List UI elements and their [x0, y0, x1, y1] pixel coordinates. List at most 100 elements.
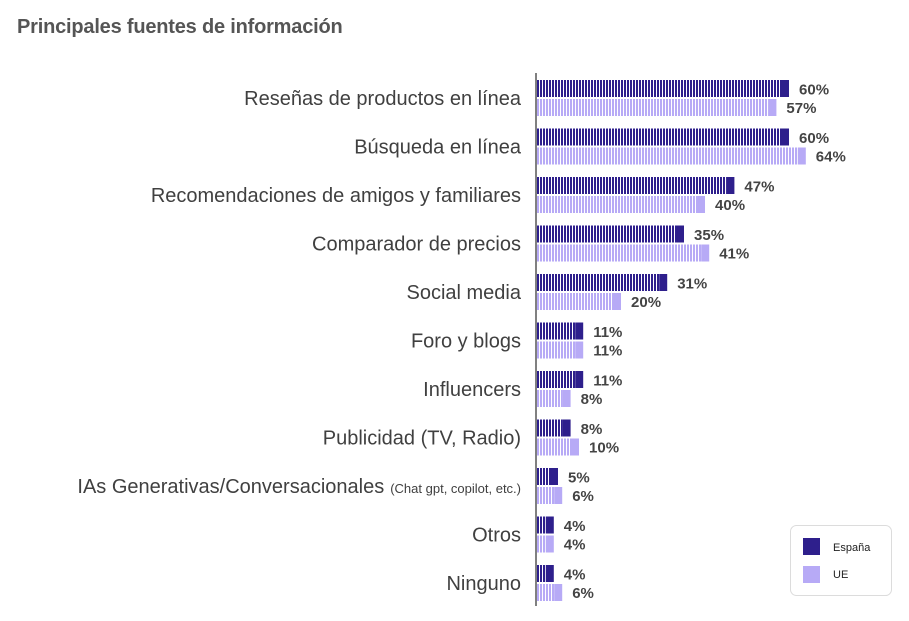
- value-label-espana-3: 47%: [744, 179, 774, 196]
- bar-stripes: [537, 128, 781, 146]
- value-number: 4: [564, 567, 573, 584]
- value-label-ue-10: 4%: [564, 537, 586, 554]
- value-number: 64: [816, 149, 833, 166]
- value-number: 11: [593, 324, 609, 341]
- category-label-text: Ninguno: [446, 573, 521, 595]
- value-unit: %: [803, 100, 816, 117]
- category-label-text: Otros: [472, 525, 521, 547]
- bar-ue-4: [537, 244, 710, 262]
- bar-end: [545, 565, 554, 582]
- value-unit: %: [832, 149, 845, 166]
- value-label-ue-7: 8%: [581, 391, 603, 408]
- bar-ue-8: [537, 438, 579, 456]
- bar-espana-2: [537, 128, 789, 146]
- bar-end: [575, 322, 584, 340]
- value-unit: %: [581, 585, 594, 602]
- value-number: 4: [564, 537, 573, 554]
- category-label-text: Social media: [406, 282, 521, 304]
- category-label-2: Búsqueda en línea: [354, 137, 522, 159]
- value-number: 47: [744, 179, 761, 196]
- legend-box: [790, 525, 892, 596]
- value-number: 40: [715, 197, 732, 214]
- bar-stripes: [537, 147, 798, 165]
- bar-stripes: [537, 468, 550, 485]
- value-number: 60: [799, 82, 816, 99]
- value-number: 57: [786, 100, 803, 117]
- value-unit: %: [648, 294, 661, 311]
- bar-ue-2: [537, 147, 806, 165]
- bar-espana-6: [537, 322, 584, 340]
- value-unit: %: [609, 343, 622, 360]
- row-5: Social media 31%20%: [406, 274, 707, 311]
- bar-espana-5: [537, 274, 668, 291]
- bar-stripes: [537, 293, 613, 310]
- category-label-10: Otros: [472, 525, 521, 547]
- bar-end: [676, 225, 684, 243]
- bar-espana-10: [537, 516, 554, 534]
- value-label-ue-1: 57%: [786, 100, 816, 117]
- bar-end: [554, 584, 563, 601]
- bar-stripes: [537, 419, 563, 437]
- category-label-7: Influencers: [423, 379, 521, 401]
- category-note: (Chat gpt, copilot, etc.): [390, 481, 521, 496]
- category-label-text: IAs Generativas/Conversacionales: [77, 476, 384, 498]
- bar-end: [781, 80, 789, 97]
- bar-end: [781, 128, 789, 146]
- bar-ue-5: [537, 293, 621, 310]
- bar-end: [697, 196, 705, 213]
- legend: España UE: [790, 525, 892, 596]
- value-unit: %: [816, 130, 829, 147]
- row-10: Otros 4%4%: [472, 516, 586, 554]
- bar-stripes: [537, 371, 576, 388]
- value-unit: %: [572, 518, 585, 535]
- bar-end: [701, 244, 710, 262]
- value-label-ue-4: 41%: [719, 246, 749, 263]
- bar-stripes: [537, 322, 576, 340]
- value-unit: %: [609, 324, 622, 341]
- value-label-espana-2: 60%: [799, 130, 829, 147]
- chart-rows: Reseñas de productos en línea 60%57% Búsqu…: [77, 80, 846, 602]
- bar-stripes: [537, 487, 555, 504]
- value-unit: %: [581, 488, 594, 505]
- bar-espana-7: [537, 371, 584, 388]
- value-label-ue-9: 6%: [572, 488, 594, 505]
- value-unit: %: [606, 440, 619, 457]
- bar-stripes: [537, 584, 555, 601]
- value-unit: %: [736, 246, 749, 263]
- bar-ue-3: [537, 196, 705, 213]
- bar-stripes: [537, 438, 571, 456]
- category-label-9: IAs Generativas/Conversacionales (Chat gp…: [77, 476, 521, 498]
- bar-stripes: [537, 99, 769, 116]
- value-number: 6: [572, 585, 580, 602]
- bar-end: [768, 99, 777, 116]
- bar-stripes: [537, 244, 702, 262]
- row-11: Ninguno 4%6%: [446, 565, 594, 602]
- row-1: Reseñas de productos en línea 60%57%: [244, 80, 829, 117]
- bar-end: [562, 419, 571, 437]
- legend-label-ue: UE: [833, 569, 848, 581]
- value-label-espana-11: 4%: [564, 567, 586, 584]
- bar-end: [545, 516, 554, 534]
- bar-espana-8: [537, 419, 571, 437]
- bar-stripes: [537, 177, 727, 194]
- bar-espana-11: [537, 565, 554, 582]
- value-number: 31: [677, 276, 694, 293]
- value-number: 8: [581, 421, 589, 438]
- row-9: IAs Generativas/Conversacionales (Chat gp…: [77, 468, 594, 505]
- value-label-espana-5: 31%: [677, 276, 707, 293]
- category-label-text: Influencers: [423, 379, 521, 401]
- value-unit: %: [694, 276, 707, 293]
- bar-espana-4: [537, 225, 684, 243]
- bar-stripes: [537, 341, 576, 359]
- bar-stripes: [537, 225, 676, 243]
- value-unit: %: [572, 567, 585, 584]
- bar-end: [797, 147, 806, 165]
- category-label-11: Ninguno: [446, 573, 521, 595]
- value-label-espana-9: 5%: [568, 470, 590, 487]
- legend-label-espana: España: [833, 542, 871, 554]
- value-number: 41: [719, 246, 736, 263]
- bar-stripes: [537, 565, 546, 582]
- value-label-espana-10: 4%: [564, 518, 586, 535]
- value-label-espana-6: 11%: [593, 324, 622, 341]
